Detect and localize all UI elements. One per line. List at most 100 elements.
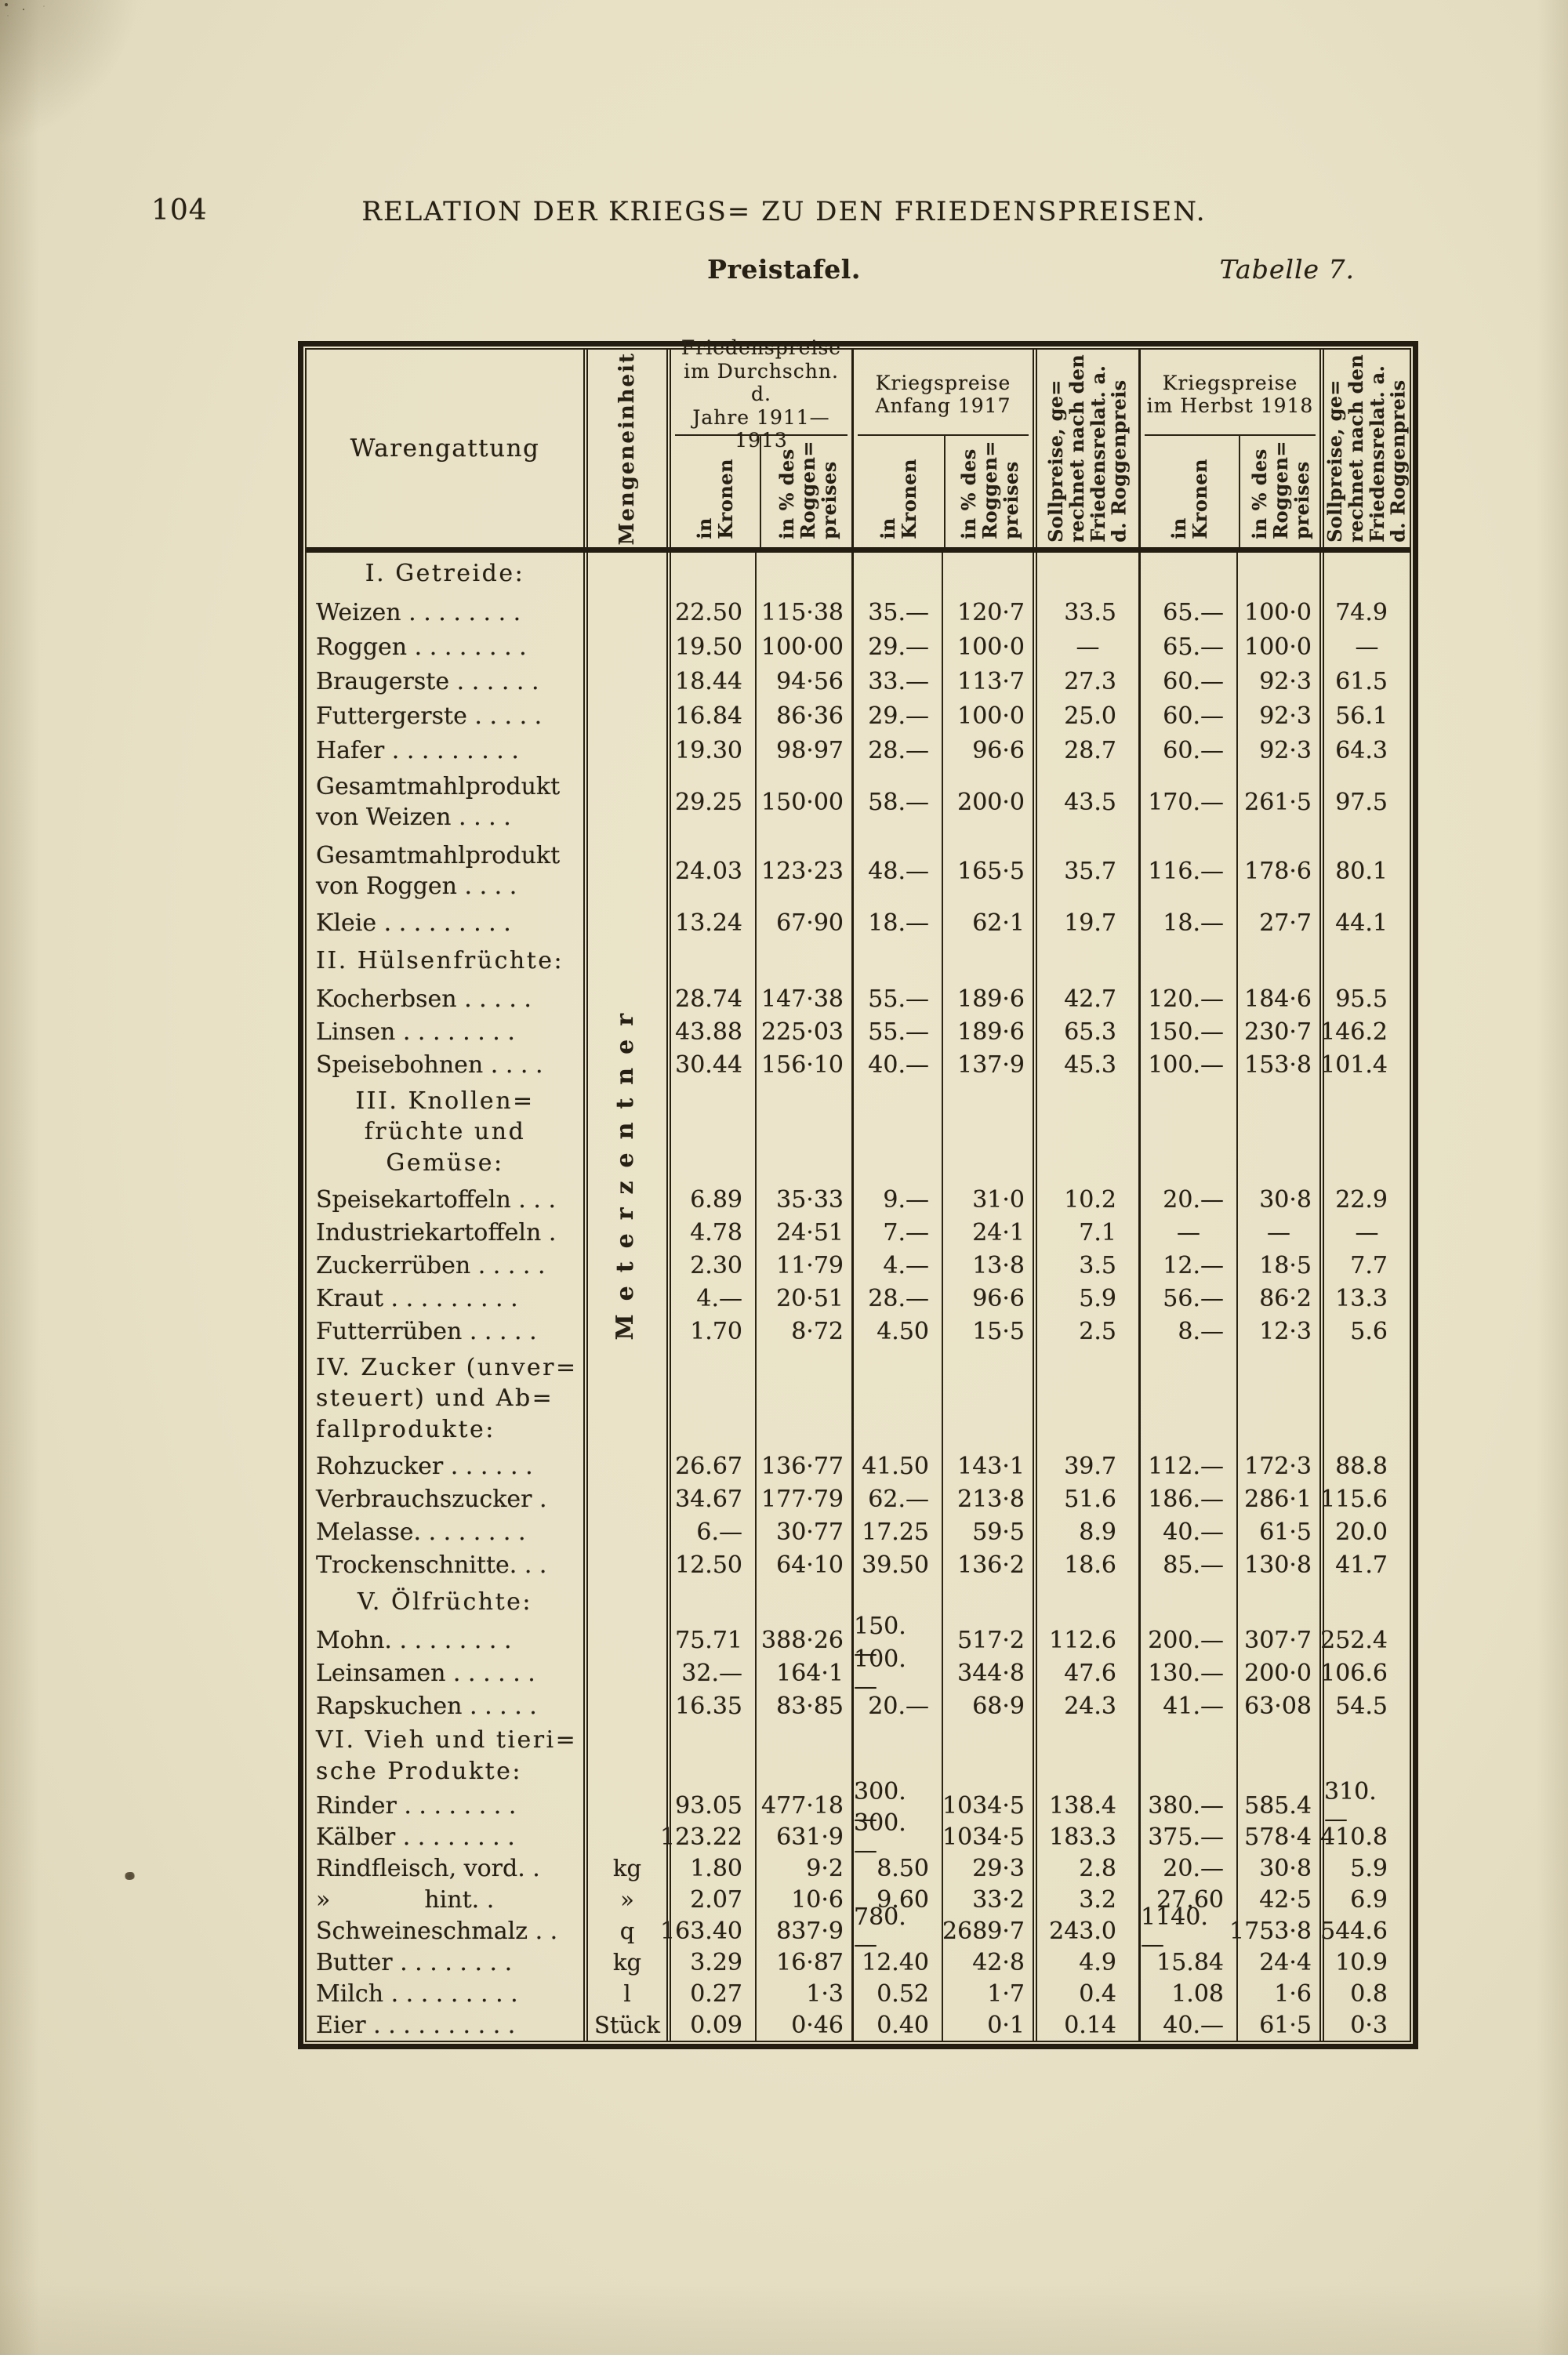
cell-friedens-kronen: 13.24 [666,905,755,940]
table-row: Butter . . . . . . . . kg 3.29 16·87 12.40 42… [307,1947,1410,1978]
cell-kriegs1918-prozent: 178·6 [1236,836,1319,905]
running-title: RELATION DER KRIEGS= ZU DEN FRIEDENSPREI… [361,196,1207,227]
cell-sollpreis-1918: 54.5 [1319,1689,1410,1722]
cell-sollpreis-1917: 28.7 [1033,733,1138,767]
section-empty-cell [1033,940,1138,982]
cell-kriegs1918-prozent: 307·7 [1236,1624,1319,1656]
cell-sollpreis-1917: 24.3 [1033,1689,1138,1722]
cell-kriegs1917-prozent: 213·8 [942,1482,1033,1515]
cell-kriegs1917-kronen: 62.— [851,1482,942,1515]
section-empty-cell [583,1348,666,1450]
unit-cell [583,836,666,905]
header-group-subrow: in Kronen in % des Roggen= preises [671,436,851,547]
section-empty-cell [942,553,1033,595]
cell-kriegs1918-prozent: 578·4 [1236,1821,1319,1852]
cell-sollpreis-1918: 80.1 [1319,836,1410,905]
cell-kriegs1918-kronen: 60.— [1138,699,1236,733]
cell-kriegs1918-kronen: 65.— [1138,595,1236,630]
cell-kriegs1918-kronen: 170.— [1138,767,1236,836]
cell-kriegs1918-prozent: 286·1 [1236,1482,1319,1515]
table-row: Rapskuchen . . . . . 16.35 83·85 20.— 68·9 24… [307,1689,1410,1722]
cell-sollpreis-1918: 6.9 [1319,1884,1410,1915]
cell-sollpreis-1917: 112.6 [1033,1624,1138,1656]
cell-kriegs1917-prozent: 1·7 [942,1978,1033,2009]
commodity-name: Rindfleisch, vord. . [316,1854,540,1882]
commodity-name: Milch . . . . . . . . . [316,1979,518,2008]
cell-kriegs1917-prozent: 96·6 [942,733,1033,767]
section-empty-cell [755,1348,851,1450]
cell-sollpreis-1917: 7.1 [1033,1216,1138,1249]
commodity-name: Linsen . . . . . . . . [316,1018,515,1046]
cell-kriegs1918-kronen: 65.— [1138,630,1236,664]
unit-cell: q [583,1915,666,1947]
cell-friedens-prozent: 150·00 [755,767,851,836]
cell-sollpreis-1918: 74.9 [1319,595,1410,630]
cell-kriegs1917-prozent: 344·8 [942,1656,1033,1689]
cell-kriegs1918-kronen: 85.— [1138,1548,1236,1581]
cell-sollpreis-1917: 183.3 [1033,1821,1138,1852]
cell-friedens-prozent: 147·38 [755,982,851,1015]
cell-kriegs1917-kronen: 18.— [851,905,942,940]
cell-sollpreis-1917: 4.9 [1033,1947,1138,1978]
commodity-name: Mohn. . . . . . . . . [316,1626,512,1654]
header-group-subrow: in Kronen in % des Roggen= preises [1141,436,1319,547]
cell-friedens-kronen: 0.27 [666,1978,755,2009]
section-empty-cell [1033,1722,1138,1790]
cell-kriegs1918-prozent: 92·3 [1236,699,1319,733]
cell-sollpreis-1918: 7.7 [1319,1249,1410,1282]
table-caption: Preistafel. [707,254,861,285]
table-row: Futtergerste . . . . . 16.84 86·36 29.— 100·… [307,699,1410,733]
cell-kriegs1917-prozent: 517·2 [942,1624,1033,1656]
cell-sollpreis-1917: 8.9 [1033,1515,1138,1548]
table-row: Gesamtmahlprodukt von Roggen . . . . 24.0… [307,836,1410,905]
cell-friedens-kronen: 30.44 [666,1048,755,1081]
cell-kriegs1917-kronen: 28.— [851,1282,942,1315]
commodity-name: Braugerste . . . . . . [316,667,539,695]
unit-cell [583,1821,666,1852]
cell-friedens-kronen: 6.89 [666,1183,755,1216]
table-row: Verbrauchszucker . 34.67 177·79 62.— 213·8 51… [307,1482,1410,1515]
section-empty-cell [1033,1081,1138,1183]
unit-cell [583,1015,666,1048]
unit-cell [583,1790,666,1821]
section-empty-cell [1236,1581,1319,1624]
header-group-title: Kriegspreise im Herbst 1918 [1145,350,1316,436]
cell-kriegs1917-prozent: 100·0 [942,630,1033,664]
table-row: Melasse. . . . . . . . 6.— 30·77 17.25 59·5 8… [307,1515,1410,1548]
cell-kriegs1917-kronen: 20.— [851,1689,942,1722]
cell-sollpreis-1917: 3.5 [1033,1249,1138,1282]
cell-sollpreis-1917: 35.7 [1033,836,1138,905]
cell-kriegs1917-kronen: 0.40 [851,2009,942,2041]
cell-kriegs1918-prozent: 230·7 [1236,1015,1319,1048]
cell-kriegs1917-kronen: 58.— [851,767,942,836]
commodity-name: Rinder . . . . . . . . [316,1791,517,1820]
cell-kriegs1917-prozent: 15·5 [942,1315,1033,1348]
cell-kriegs1917-prozent: 143·1 [942,1450,1033,1482]
cell-kriegs1918-kronen: 20.— [1138,1183,1236,1216]
unit-cell [583,595,666,630]
section-empty-cell [851,1348,942,1450]
unit-cell [583,1315,666,1348]
cell-friedens-kronen: 123.22 [660,1821,755,1852]
section-header-row: II. Hülsenfrüchte: [307,940,1410,982]
unit-cell [583,699,666,733]
cell-kriegs1918-kronen: 41.— [1138,1689,1236,1722]
cell-kriegs1917-prozent: 13·8 [942,1249,1033,1282]
header-sub-label: in % des Roggen= preises [956,441,1022,539]
section-empty-cell [851,1722,942,1790]
table-row: Mohn. . . . . . . . . 75.71 388·26 150.— 517… [307,1613,1410,1667]
cell-sollpreis-1918: 22.9 [1319,1183,1410,1216]
section-label: II. Hülsenfrüchte: [316,947,564,975]
commodity-name: Weizen . . . . . . . . [316,598,521,626]
cell-sollpreis-1918: 0.8 [1319,1978,1410,2009]
commodity-name: Futterrüben . . . . . [316,1317,537,1345]
cell-kriegs1917-kronen: 8.50 [851,1852,942,1884]
section-empty-cell [942,1348,1033,1450]
cell-friedens-prozent: 477·18 [755,1790,851,1821]
cell-kriegs1917-prozent: 113·7 [942,664,1033,699]
cell-friedens-prozent: 225·03 [755,1015,851,1048]
commodity-name: Gesamtmahlprodukt von Roggen . . . . [316,842,561,900]
cell-friedens-kronen: 1.80 [666,1852,755,1884]
cell-kriegs1917-kronen: 29.— [851,630,942,664]
